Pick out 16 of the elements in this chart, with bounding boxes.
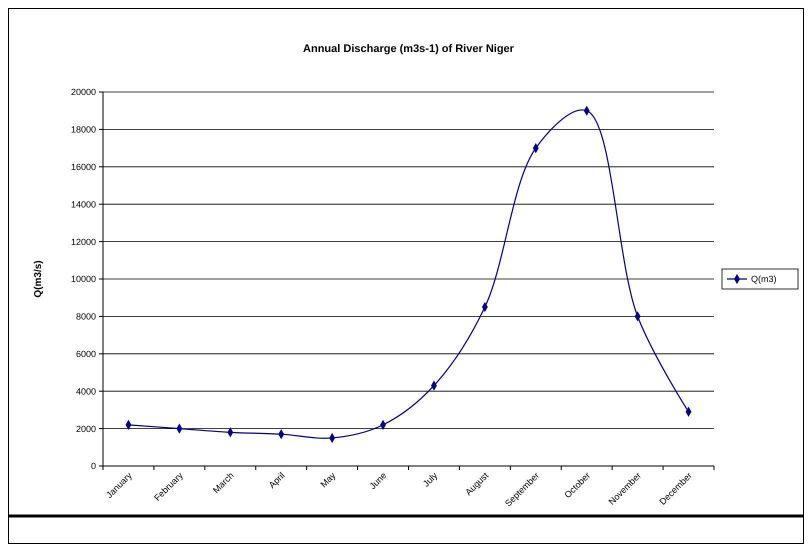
chart-title: Annual Discharge (m3s-1) of River Niger (303, 43, 515, 55)
y-tick-label: 12000 (70, 236, 96, 247)
y-tick-label: 6000 (76, 348, 96, 359)
y-axis-title: Q(m3/s) (33, 260, 44, 298)
x-tick-label: July (420, 470, 440, 489)
legend-label: Q(m3) (751, 274, 776, 284)
y-tick-label: 10000 (70, 274, 96, 284)
y-tick-label: 20000 (70, 87, 96, 98)
x-tick-label: May (318, 470, 338, 490)
y-tick-label: 8000 (76, 312, 96, 322)
y-tick-label: 4000 (76, 386, 96, 396)
y-tick-label: 0 (90, 461, 96, 472)
y-tick-label: 14000 (70, 199, 96, 210)
y-tick-label: 18000 (70, 124, 96, 135)
y-tick-label: 2000 (76, 424, 96, 434)
y-tick-label: 16000 (70, 162, 96, 172)
